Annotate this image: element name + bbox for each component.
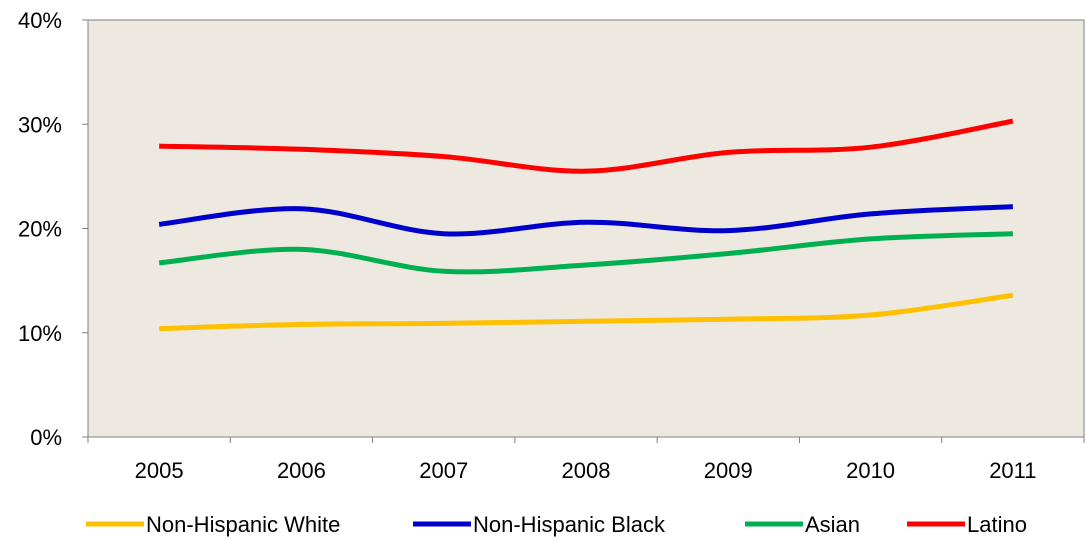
- data-point-non-hispanic-white: [157, 327, 161, 331]
- data-point-latino: [442, 155, 446, 159]
- x-axis-ticks: 2005 2006 2007 2008 2009 2010 2011: [87, 437, 1085, 483]
- legend: Non-Hispanic White Non-Hispanic Black Asia…: [86, 512, 1027, 537]
- series-line-latino: [159, 118, 1014, 174]
- data-point-asian: [869, 237, 873, 241]
- data-point-latino: [299, 147, 303, 151]
- data-point-non-hispanic-white: [869, 313, 873, 317]
- data-point-non-hispanic-black: [726, 229, 730, 233]
- data-point-non-hispanic-black: [584, 220, 588, 224]
- series-lines: [157, 118, 1015, 332]
- x-tick-label: 2005: [135, 458, 184, 483]
- data-point-non-hispanic-black: [1011, 205, 1015, 209]
- x-tick-label: 2011: [989, 458, 1036, 483]
- data-point-non-hispanic-white: [1011, 293, 1015, 297]
- data-point-non-hispanic-white: [726, 317, 730, 321]
- data-point-asian: [1011, 232, 1015, 236]
- x-tick-label: 2009: [704, 458, 753, 483]
- data-point-non-hispanic-white: [584, 319, 588, 323]
- data-point-asian: [299, 247, 303, 251]
- data-point-latino: [584, 169, 588, 173]
- data-point-asian: [726, 252, 730, 256]
- y-axis-ticks: 0% 10% 20% 30% 40%: [18, 8, 88, 450]
- x-tick-label: 2006: [277, 458, 326, 483]
- data-point-asian: [584, 263, 588, 267]
- series-line-non-hispanic-white: [159, 292, 1014, 332]
- plot-area: [87, 19, 1085, 438]
- y-tick-label: 0%: [30, 425, 62, 450]
- data-point-non-hispanic-white: [299, 322, 303, 326]
- series-line-asian: [158, 231, 1013, 275]
- series-line-non-hispanic-black: [158, 204, 1013, 237]
- x-tick-label: 2007: [419, 458, 468, 483]
- x-tick-label: 2008: [562, 458, 611, 483]
- legend-label-latino: Latino: [967, 512, 1027, 537]
- data-point-non-hispanic-white: [442, 321, 446, 325]
- data-point-non-hispanic-black: [869, 212, 873, 216]
- legend-label-asian: Asian: [805, 512, 860, 537]
- data-point-non-hispanic-black: [442, 232, 446, 236]
- legend-label-non-hispanic-black: Non-Hispanic Black: [473, 512, 666, 537]
- data-point-asian: [157, 261, 161, 265]
- data-point-latino: [157, 144, 161, 148]
- data-point-asian: [442, 269, 446, 273]
- y-tick-label: 20%: [18, 217, 62, 242]
- data-point-latino: [726, 150, 730, 154]
- legend-label-non-hispanic-white: Non-Hispanic White: [146, 512, 340, 537]
- data-point-non-hispanic-black: [299, 207, 303, 211]
- y-tick-label: 10%: [18, 321, 62, 346]
- y-tick-label: 40%: [18, 8, 62, 33]
- x-tick-label: 2010: [846, 458, 895, 483]
- data-point-non-hispanic-black: [157, 222, 161, 226]
- data-point-latino: [869, 145, 873, 149]
- y-tick-label: 30%: [18, 112, 62, 137]
- data-point-latino: [1011, 119, 1015, 123]
